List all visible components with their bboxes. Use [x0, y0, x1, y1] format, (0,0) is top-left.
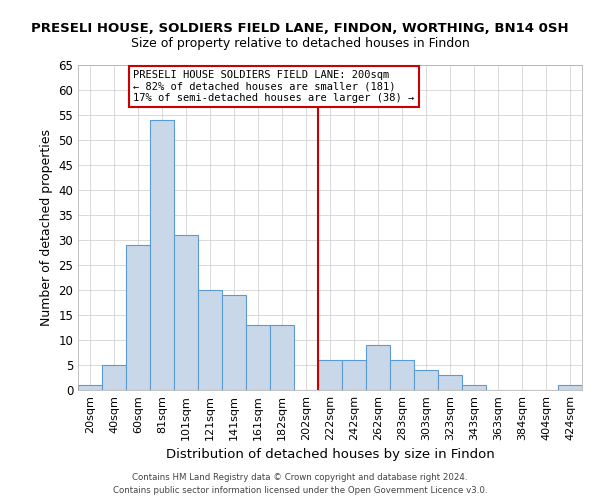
Bar — [270, 325, 294, 390]
Bar — [174, 235, 198, 390]
Bar — [102, 365, 126, 390]
Bar — [414, 370, 438, 390]
Bar — [150, 120, 174, 390]
Text: Size of property relative to detached houses in Findon: Size of property relative to detached ho… — [131, 38, 469, 51]
Text: PRESELI HOUSE SOLDIERS FIELD LANE: 200sqm
← 82% of detached houses are smaller (: PRESELI HOUSE SOLDIERS FIELD LANE: 200sq… — [133, 70, 415, 103]
Bar — [198, 290, 222, 390]
Bar — [126, 245, 150, 390]
Bar — [462, 385, 486, 390]
Bar — [318, 360, 342, 390]
Bar — [366, 345, 390, 390]
Text: PRESELI HOUSE, SOLDIERS FIELD LANE, FINDON, WORTHING, BN14 0SH: PRESELI HOUSE, SOLDIERS FIELD LANE, FIND… — [31, 22, 569, 36]
Bar — [342, 360, 366, 390]
Text: Contains HM Land Registry data © Crown copyright and database right 2024.
Contai: Contains HM Land Registry data © Crown c… — [113, 473, 487, 495]
Bar — [78, 385, 102, 390]
Y-axis label: Number of detached properties: Number of detached properties — [40, 129, 53, 326]
Bar — [558, 385, 582, 390]
Bar — [222, 295, 246, 390]
X-axis label: Distribution of detached houses by size in Findon: Distribution of detached houses by size … — [166, 448, 494, 462]
Bar — [438, 375, 462, 390]
Bar — [390, 360, 414, 390]
Bar — [246, 325, 270, 390]
